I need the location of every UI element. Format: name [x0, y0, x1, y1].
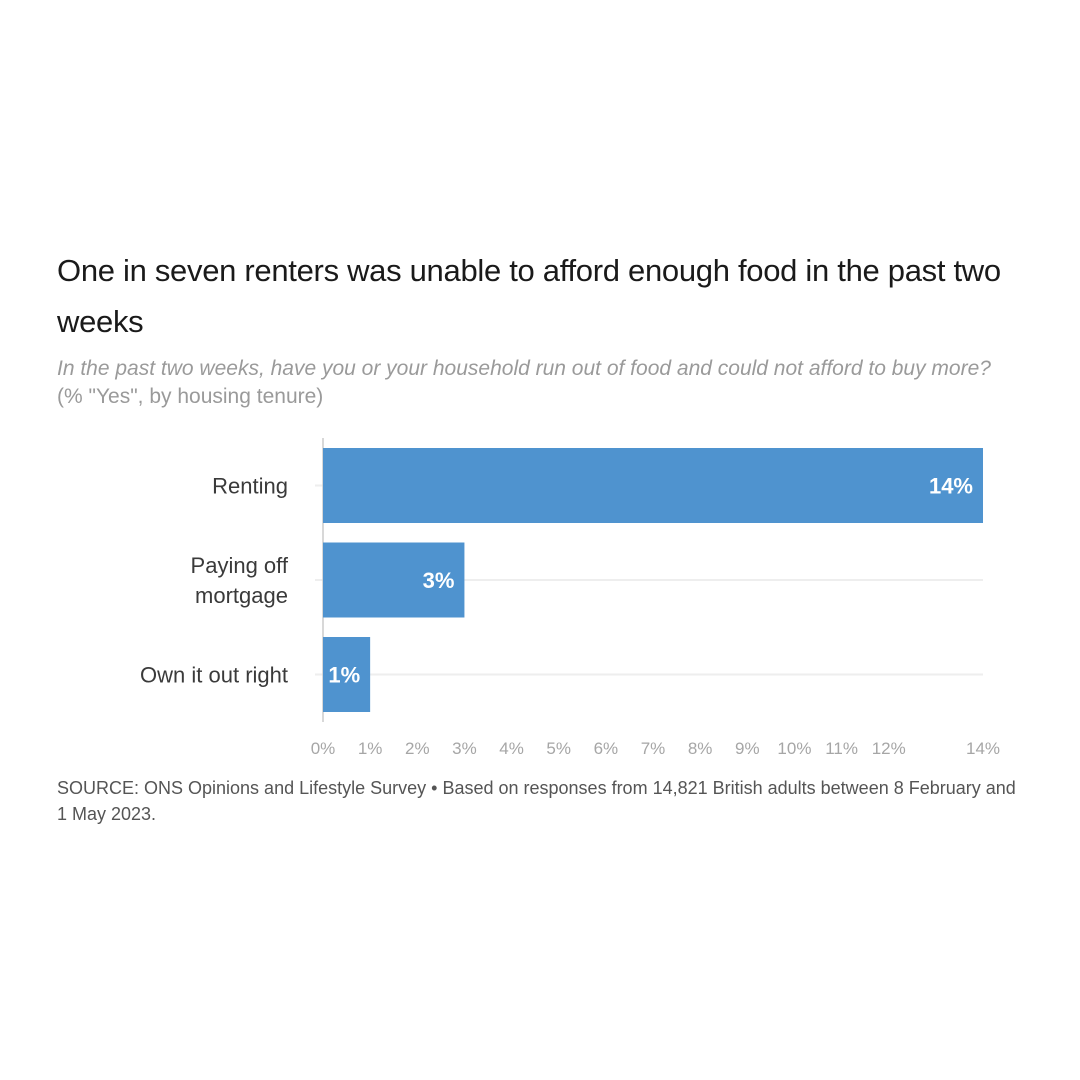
- subtitle-question: In the past two weeks, have you or your …: [57, 357, 991, 380]
- x-tick-label: 2%: [405, 739, 430, 758]
- x-tick-label: 3%: [452, 739, 477, 758]
- bar-0: [323, 448, 983, 523]
- x-tick-label: 9%: [735, 739, 760, 758]
- x-tick-label: 7%: [641, 739, 666, 758]
- value-label: 14%: [929, 474, 973, 499]
- x-tick-label: 10%: [777, 739, 811, 758]
- chart-subtitle: In the past two weeks, have you or your …: [57, 355, 1017, 411]
- category-label: Paying off: [191, 553, 289, 578]
- value-label: 1%: [328, 663, 360, 688]
- bar-2: [323, 637, 371, 712]
- x-tick-label: 11%: [825, 739, 858, 758]
- x-tick-label: 0%: [311, 739, 336, 758]
- subtitle-qualifier: (% "Yes", by housing tenure): [57, 385, 324, 408]
- chart-title: One in seven renters was unable to affor…: [57, 253, 1001, 339]
- x-tick-label: 14%: [966, 739, 1000, 758]
- category-label: Renting: [212, 474, 288, 499]
- x-tick-label: 8%: [688, 739, 713, 758]
- value-label: 3%: [423, 568, 455, 593]
- category-label: Own it out right: [140, 663, 288, 688]
- x-tick-label: 5%: [546, 739, 571, 758]
- source-note: SOURCE: ONS Opinions and Lifestyle Surve…: [57, 778, 1016, 824]
- bar-1: [323, 542, 465, 618]
- x-tick-label: 6%: [594, 739, 619, 758]
- x-tick-label: 1%: [358, 739, 383, 758]
- category-label: mortgage: [195, 583, 288, 608]
- x-tick-label: 4%: [499, 739, 524, 758]
- x-tick-label: 12%: [872, 739, 906, 758]
